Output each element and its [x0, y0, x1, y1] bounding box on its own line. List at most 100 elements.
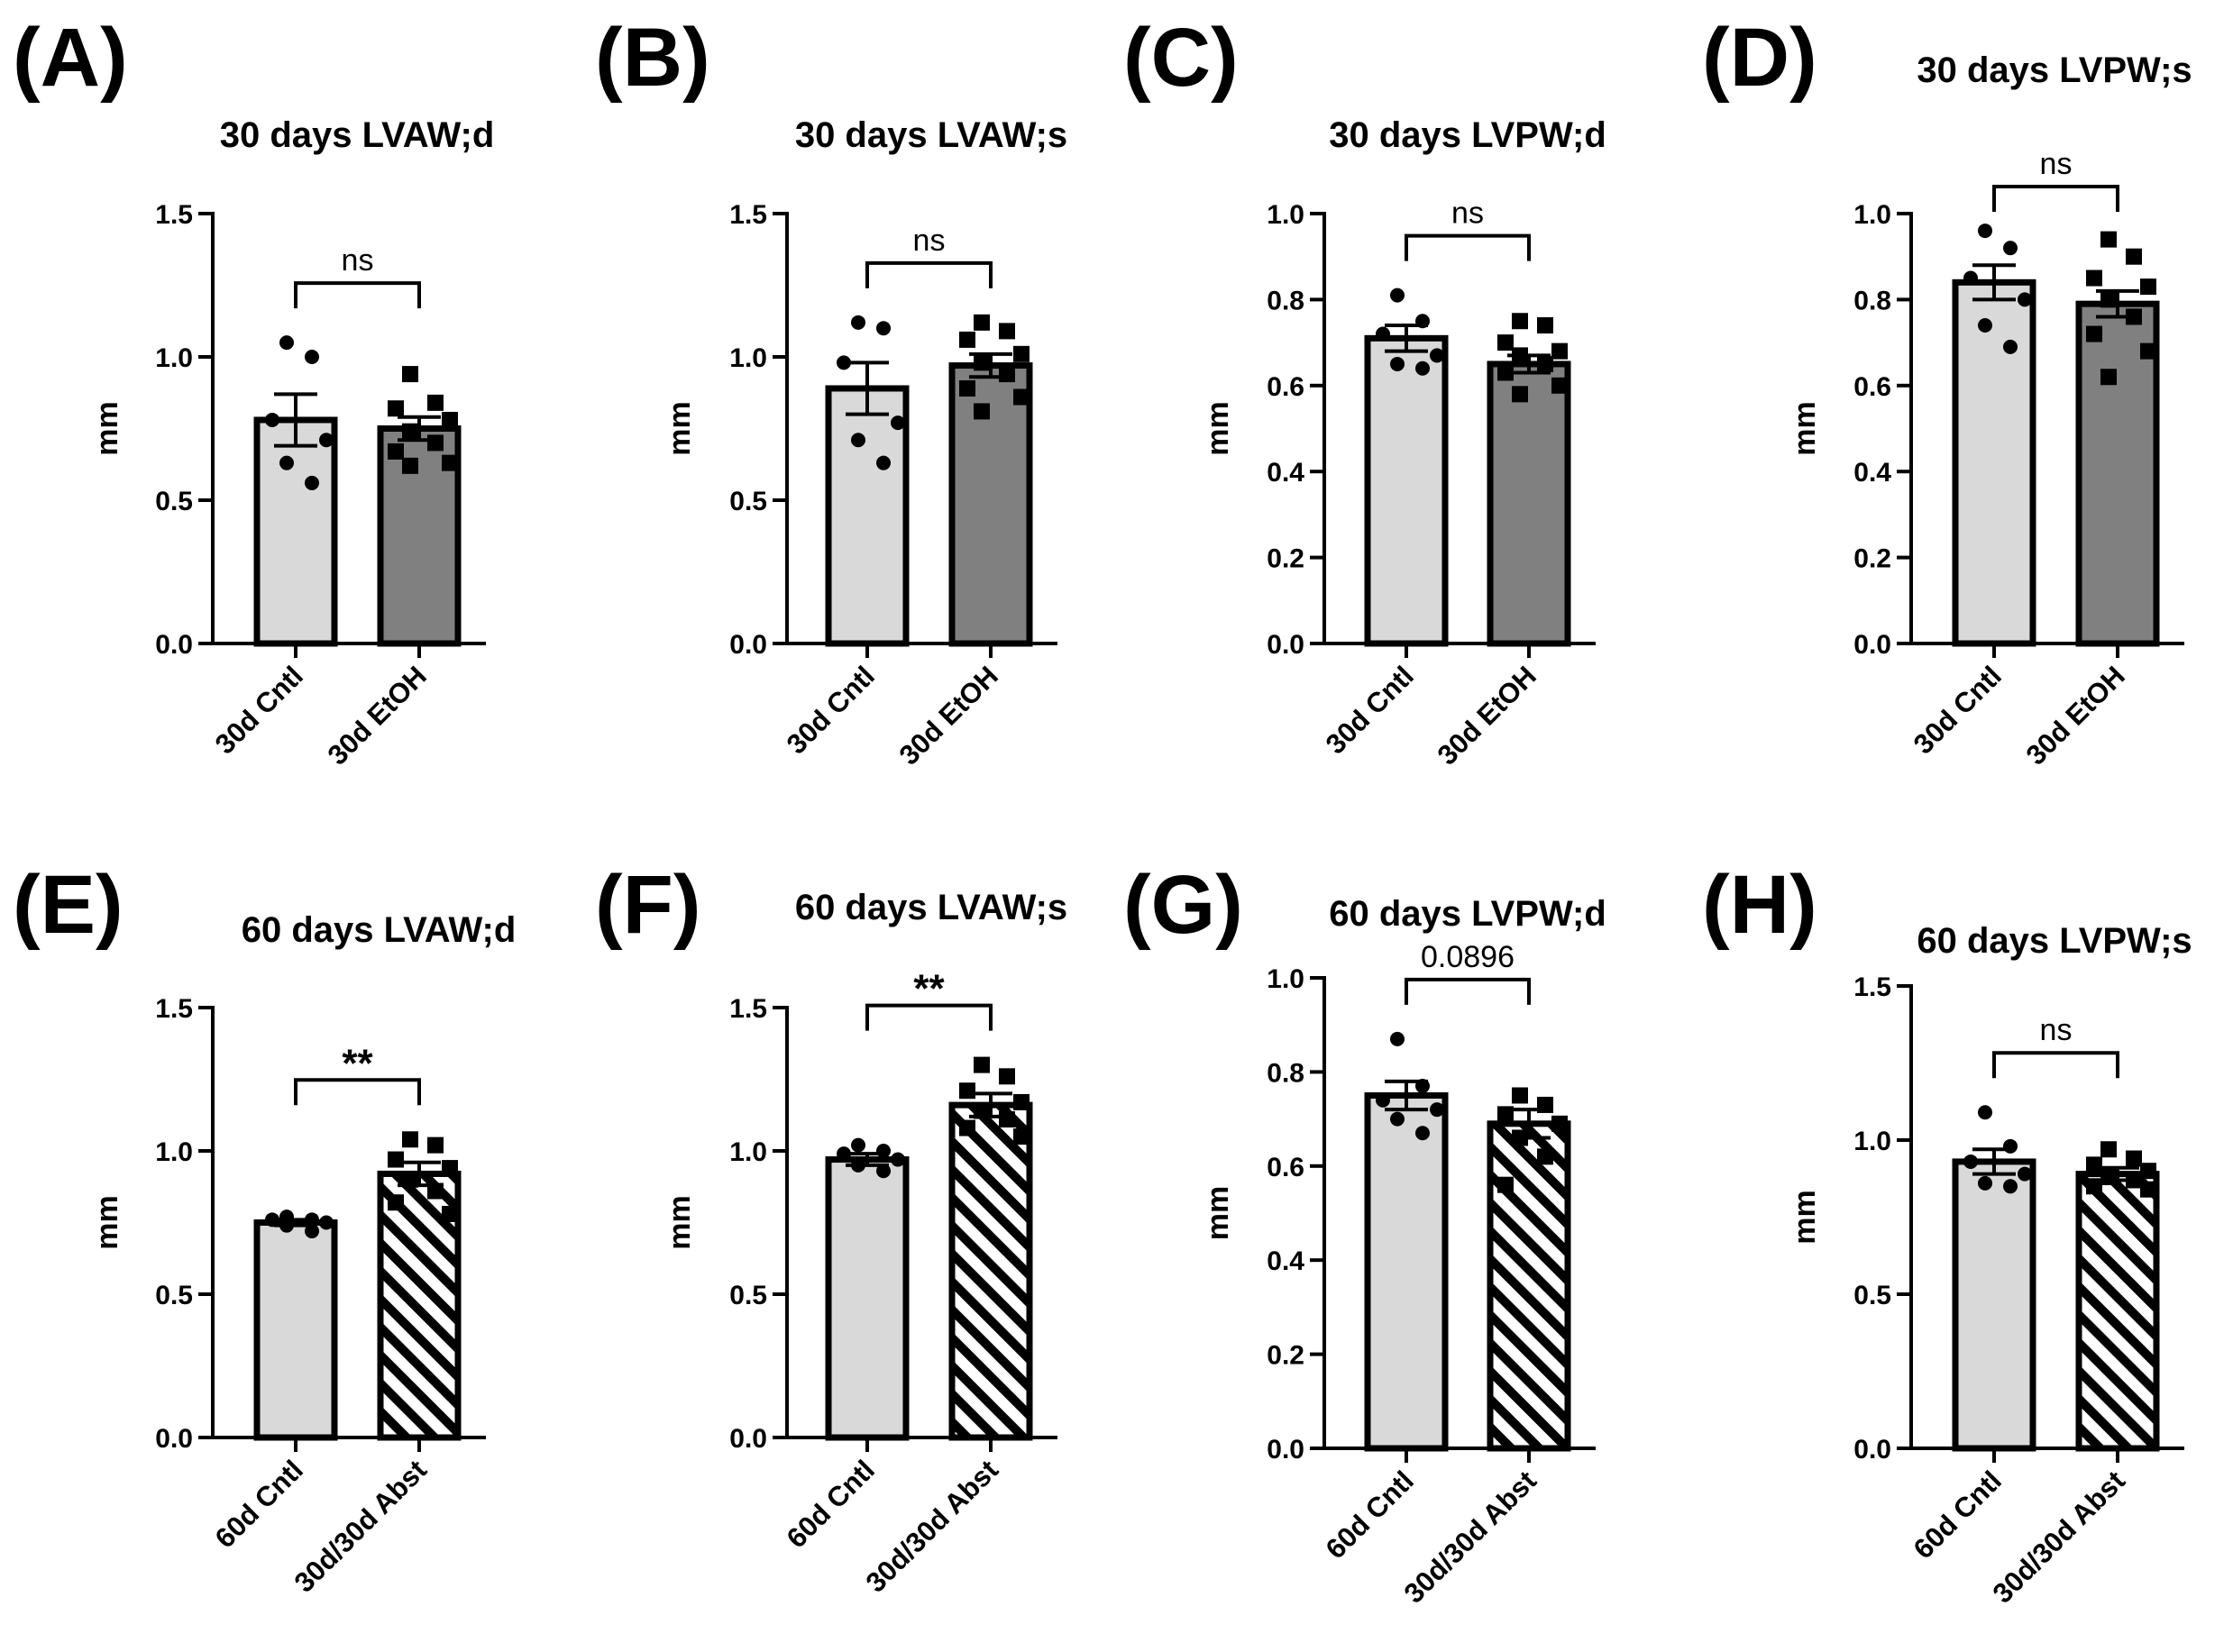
significance-bracket	[1992, 185, 2119, 212]
data-point-control	[1978, 1105, 1992, 1120]
data-point-treatment	[2140, 278, 2156, 296]
panel-d: (D) 30 days LVPW;s mm 0.0 0.2 0.4 0.6 0.8 1.0 30d…	[1702, 12, 2192, 771]
data-point-treatment	[959, 1119, 975, 1136]
panel-e: (E) 60 days LVAW;d mm 0.0 0.5 1.0 1.5 60d Cntl3…	[13, 859, 516, 1599]
y-tick-label: 0.2	[1267, 1341, 1304, 1371]
data-point-treatment	[974, 1056, 990, 1073]
data-point-treatment	[402, 423, 418, 440]
data-point-treatment	[959, 1082, 975, 1100]
data-point-treatment	[959, 331, 975, 348]
data-point-treatment	[2100, 231, 2117, 248]
panel-letter: (D)	[1702, 12, 1817, 104]
panel-f: (F) 60 days LVAW;s mm 0.0 0.5 1.0 1.5 60d Cntl3…	[595, 859, 1067, 1599]
significance-label: ns	[2040, 147, 2073, 181]
x-category-label: 30d Cntl	[1908, 660, 2008, 760]
significance-bracket	[294, 281, 421, 309]
y-tick-label: 0.6	[1267, 1153, 1304, 1182]
y-tick-label: 1.0	[1853, 200, 1891, 230]
data-point-treatment	[1537, 1148, 1553, 1165]
data-point-treatment	[2086, 1156, 2102, 1173]
data-point-treatment	[1512, 386, 1528, 403]
data-point-treatment	[974, 354, 990, 371]
y-axis-label: mm	[1201, 401, 1235, 455]
data-point-control	[2003, 1138, 2018, 1154]
data-point-treatment	[974, 403, 990, 420]
data-point-treatment	[2140, 1181, 2156, 1198]
data-point-treatment	[402, 1131, 418, 1148]
data-point-control	[1390, 288, 1405, 303]
y-axis-label: mm	[663, 401, 697, 455]
data-point-control	[2003, 339, 2018, 354]
bar-treatment	[1487, 1120, 1571, 1452]
y-tick-label: 1.0	[729, 1137, 767, 1167]
data-point-control	[1978, 318, 1992, 333]
data-point-treatment	[1512, 1087, 1528, 1104]
significance-label: ns	[1451, 196, 1484, 231]
bar-control	[253, 1219, 338, 1441]
x-category-label: 30d EtOH	[893, 660, 1004, 771]
y-tick-label: 0.5	[729, 487, 767, 516]
y-tick-label: 0.4	[1267, 458, 1304, 488]
chart-title: 60 days LVPW;s	[1917, 921, 2192, 961]
data-point-control	[876, 455, 891, 470]
data-point-treatment	[1551, 377, 1568, 394]
data-point-control	[876, 1164, 891, 1179]
data-point-treatment	[2086, 325, 2102, 342]
data-point-treatment	[2140, 342, 2156, 360]
data-point-treatment	[388, 443, 404, 460]
data-point-control	[837, 1146, 851, 1162]
y-axis-label: mm	[1788, 1190, 1822, 1244]
y-tick-label: 0.8	[1267, 286, 1304, 315]
panel-a: (A) 30 days LVAW;d mm 0.0 0.5 1.0 1.5 30d Cntl 3…	[13, 12, 494, 771]
data-point-treatment	[2140, 1163, 2156, 1180]
data-point-control	[851, 433, 865, 448]
data-point-control	[1376, 1092, 1390, 1108]
y-tick-label: 1.0	[1267, 200, 1304, 230]
data-point-treatment	[999, 366, 1015, 383]
y-tick-label: 1.5	[155, 994, 193, 1024]
y-tick-label: 0.0	[1267, 630, 1304, 660]
data-point-treatment	[442, 454, 458, 471]
significance-bracket	[865, 1003, 993, 1031]
data-point-control	[851, 315, 865, 330]
chart-title: 60 days LVAW;d	[242, 910, 517, 950]
panel-letter: (C)	[1123, 12, 1239, 104]
significance-bracket	[1405, 233, 1531, 261]
data-point-treatment	[1497, 364, 1514, 381]
data-point-treatment	[999, 1068, 1015, 1085]
panel-g: (G) 60 days LVPW;d mm 0.0 0.2 0.4 0.6 0.8 1.0 60d…	[1123, 859, 1606, 1610]
data-point-treatment	[427, 1136, 444, 1154]
data-point-control	[1978, 224, 1992, 239]
significance-label: ns	[2040, 1013, 2073, 1047]
data-point-control	[2018, 292, 2032, 307]
significance-label: **	[342, 1041, 373, 1085]
data-point-control	[1376, 326, 1390, 342]
data-point-control	[1390, 1031, 1405, 1046]
x-category-label: 30d Cntl	[209, 660, 309, 760]
data-point-control	[876, 1144, 891, 1158]
chart-title: 30 days LVPW;d	[1329, 115, 1606, 155]
data-point-treatment	[999, 1111, 1015, 1128]
chart-title: 30 days LVAW;d	[220, 115, 495, 155]
data-point-control	[2003, 241, 2018, 256]
bar-control	[1364, 334, 1449, 647]
data-point-treatment	[1537, 355, 1553, 372]
y-tick-label: 1.0	[1853, 1127, 1891, 1156]
y-tick-label: 0.2	[1853, 544, 1891, 574]
y-tick-label: 1.0	[1267, 964, 1304, 994]
significance-label: ns	[342, 243, 374, 278]
data-point-control	[1415, 361, 1430, 376]
y-tick-label: 1.5	[1853, 972, 1891, 1002]
significance-label: ns	[913, 224, 946, 258]
x-category-label: 60d Cntl	[1908, 1465, 2008, 1565]
data-point-treatment	[1537, 317, 1553, 334]
significance-bracket	[1405, 977, 1531, 1005]
y-tick-label: 1.5	[729, 994, 767, 1024]
data-point-control	[279, 455, 294, 470]
bar-treatment	[1487, 361, 1571, 647]
data-point-control	[265, 1212, 279, 1228]
y-tick-label: 0.0	[1853, 630, 1891, 660]
data-point-control	[265, 412, 279, 427]
significance-label: **	[913, 967, 945, 1011]
y-tick-label: 0.4	[1267, 1246, 1304, 1276]
